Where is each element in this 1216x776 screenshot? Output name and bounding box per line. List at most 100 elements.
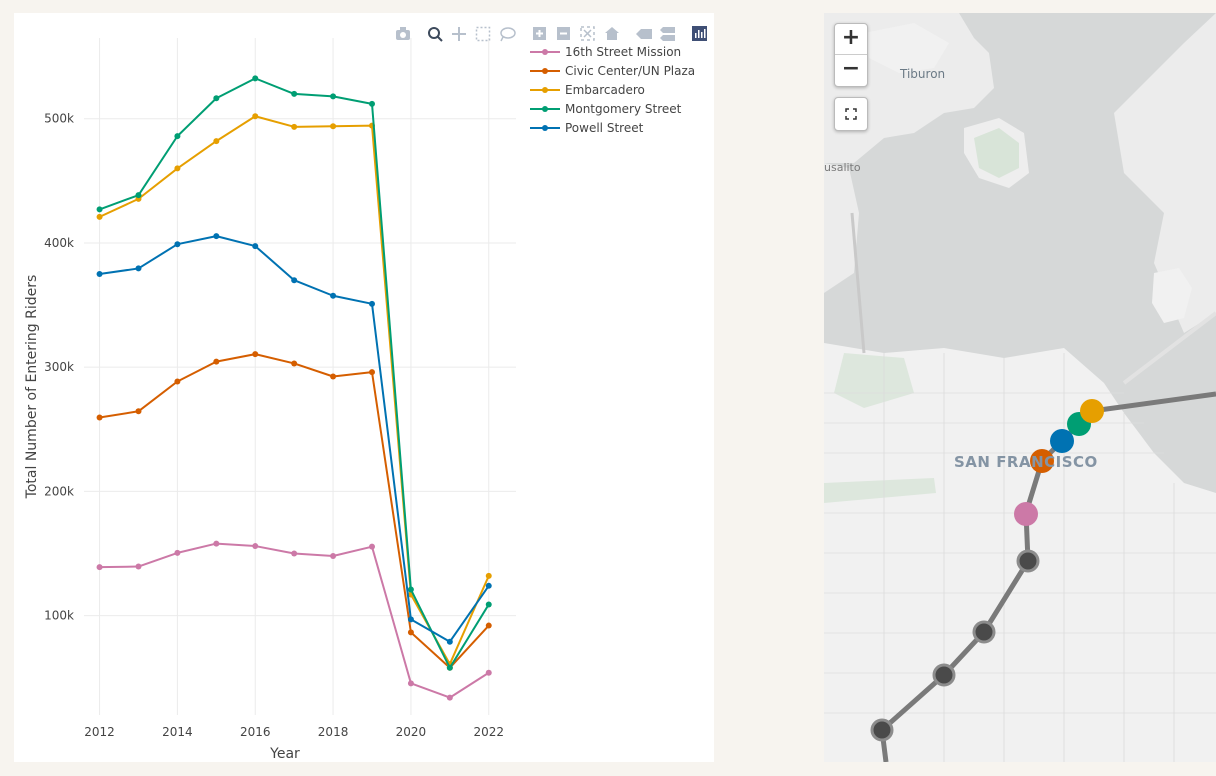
label-sausalito: usalito — [824, 161, 861, 174]
camera-icon[interactable] — [396, 27, 410, 40]
zoom-in-button[interactable]: + — [841, 25, 861, 50]
golden-gate-park — [824, 478, 936, 503]
data-point-embarcadero[interactable] — [252, 113, 259, 120]
y-tick-label: 300k — [44, 360, 74, 374]
data-point-civic-center-un-plaza[interactable] — [252, 351, 259, 358]
data-point-16th-street-mission[interactable] — [213, 540, 220, 547]
data-point-powell-street[interactable] — [485, 582, 492, 589]
data-point-16th-street-mission[interactable] — [369, 543, 375, 550]
data-point-civic-center-un-plaza[interactable] — [291, 360, 298, 367]
treasure-island — [1152, 268, 1192, 323]
data-point-powell-street[interactable] — [291, 277, 298, 284]
lasso-icon[interactable] — [500, 27, 516, 42]
basemap — [824, 13, 1216, 762]
data-point-16th-street-mission[interactable] — [330, 552, 337, 559]
series-line-montgomery-street[interactable] — [99, 77, 490, 669]
data-point-powell-street[interactable] — [446, 638, 453, 645]
data-point-16th-street-mission[interactable] — [252, 543, 259, 550]
data-point-powell-street[interactable] — [330, 292, 337, 299]
station-civic-center[interactable] — [1030, 449, 1054, 473]
data-point-civic-center-un-plaza[interactable] — [174, 378, 181, 385]
data-point-16th-street-mission[interactable] — [446, 694, 453, 701]
data-point-montgomery-street[interactable] — [407, 586, 414, 593]
box-select-icon[interactable] — [475, 26, 491, 42]
fullscreen-button[interactable] — [834, 97, 868, 131]
station-embarcadero[interactable] — [1080, 399, 1104, 423]
zoom-out-icon[interactable] — [557, 27, 570, 40]
autoscale-icon[interactable] — [580, 26, 595, 41]
station-powell-street[interactable] — [1050, 429, 1074, 453]
data-point-montgomery-street[interactable] — [446, 664, 453, 671]
data-point-civic-center-un-plaza[interactable] — [213, 358, 220, 365]
data-point-montgomery-street[interactable] — [174, 133, 181, 140]
data-point-embarcadero[interactable] — [291, 123, 298, 130]
series-line-powell-street[interactable] — [99, 235, 490, 643]
data-point-civic-center-un-plaza[interactable] — [485, 622, 492, 629]
data-point-civic-center-un-plaza[interactable] — [96, 414, 103, 421]
series-line-civic-center-un-plaza[interactable] — [99, 353, 490, 669]
legend-item-embarcadero[interactable]: Embarcadero — [530, 83, 645, 97]
station-marker[interactable] — [972, 620, 996, 644]
pan-icon[interactable] — [452, 27, 466, 41]
hover-compare-icon[interactable] — [660, 27, 675, 41]
label-tiburon: Tiburon — [900, 67, 946, 81]
data-point-embarcadero[interactable] — [96, 213, 103, 220]
data-point-montgomery-street[interactable] — [135, 192, 142, 199]
series-line-embarcadero[interactable] — [99, 115, 490, 666]
data-point-16th-street-mission[interactable] — [174, 549, 181, 556]
legend-item-montgomery-street[interactable]: Montgomery Street — [530, 102, 682, 116]
data-point-montgomery-street[interactable] — [252, 75, 259, 82]
plotly-logo-icon[interactable] — [692, 26, 707, 41]
series-line-16th-street-mission[interactable] — [99, 542, 490, 699]
data-point-embarcadero[interactable] — [330, 123, 337, 130]
zoom-in-icon[interactable] — [533, 27, 546, 40]
data-point-civic-center-un-plaza[interactable] — [330, 373, 337, 380]
label-san-francisco: SAN FRANCISCO — [954, 453, 1098, 471]
hover-closest-icon[interactable] — [636, 29, 652, 39]
data-point-montgomery-street[interactable] — [291, 90, 298, 97]
data-point-16th-street-mission[interactable] — [407, 680, 414, 687]
data-point-powell-street[interactable] — [369, 300, 375, 307]
data-point-powell-street[interactable] — [135, 265, 142, 272]
station-marker[interactable] — [1016, 549, 1040, 573]
data-point-powell-street[interactable] — [174, 241, 181, 248]
data-point-civic-center-un-plaza[interactable] — [135, 408, 142, 415]
data-point-montgomery-street[interactable] — [213, 95, 220, 102]
zoom-out-button[interactable]: − — [835, 54, 867, 85]
data-point-16th-street-mission[interactable] — [291, 550, 298, 557]
data-point-powell-street[interactable] — [252, 243, 259, 250]
data-point-16th-street-mission[interactable] — [135, 563, 142, 570]
data-point-embarcadero[interactable] — [213, 138, 220, 145]
data-point-montgomery-street[interactable] — [369, 100, 375, 107]
legend-label: Montgomery Street — [565, 102, 682, 116]
data-point-powell-street[interactable] — [96, 271, 103, 278]
data-point-embarcadero[interactable] — [174, 165, 181, 172]
station-marker[interactable] — [932, 663, 956, 687]
legend-item-powell-street[interactable]: Powell Street — [530, 121, 644, 135]
data-point-embarcadero[interactable] — [485, 572, 492, 579]
x-tick-label: 2018 — [318, 725, 349, 739]
chart-panel: 100k 200k 300k 400k 500k 2012 2014 2016 2018 2020… — [14, 13, 714, 762]
data-point-montgomery-street[interactable] — [330, 93, 337, 100]
reset-axes-icon[interactable] — [605, 27, 619, 40]
y-tick-label: 200k — [44, 484, 74, 498]
data-point-montgomery-street[interactable] — [485, 601, 492, 608]
data-point-powell-street[interactable] — [213, 233, 220, 240]
zoom-icon[interactable] — [428, 27, 443, 42]
line-chart[interactable]: 100k 200k 300k 400k 500k 2012 2014 2016 2018 2020… — [14, 13, 714, 762]
map-panel[interactable]: Tiburon usalito SAN FRANCISCO + − — [824, 13, 1216, 762]
legend-item-civic-center-un-plaza[interactable]: Civic Center/UN Plaza — [530, 64, 695, 78]
legend-label: Civic Center/UN Plaza — [565, 64, 695, 78]
station-marker[interactable] — [870, 718, 894, 742]
data-point-16th-street-mission[interactable] — [485, 669, 492, 676]
x-tick-label: 2022 — [473, 725, 504, 739]
station-16th-street-mission[interactable] — [1014, 502, 1038, 526]
legend-swatch-marker — [542, 125, 548, 131]
data-point-montgomery-street[interactable] — [96, 206, 103, 213]
data-point-16th-street-mission[interactable] — [96, 564, 103, 571]
data-point-powell-street[interactable] — [407, 616, 414, 623]
golden-gate-bridge — [850, 212, 866, 354]
data-point-civic-center-un-plaza[interactable] — [369, 369, 375, 376]
legend-item-16th-street-mission[interactable]: 16th Street Mission — [530, 45, 681, 59]
data-point-civic-center-un-plaza[interactable] — [407, 629, 414, 636]
